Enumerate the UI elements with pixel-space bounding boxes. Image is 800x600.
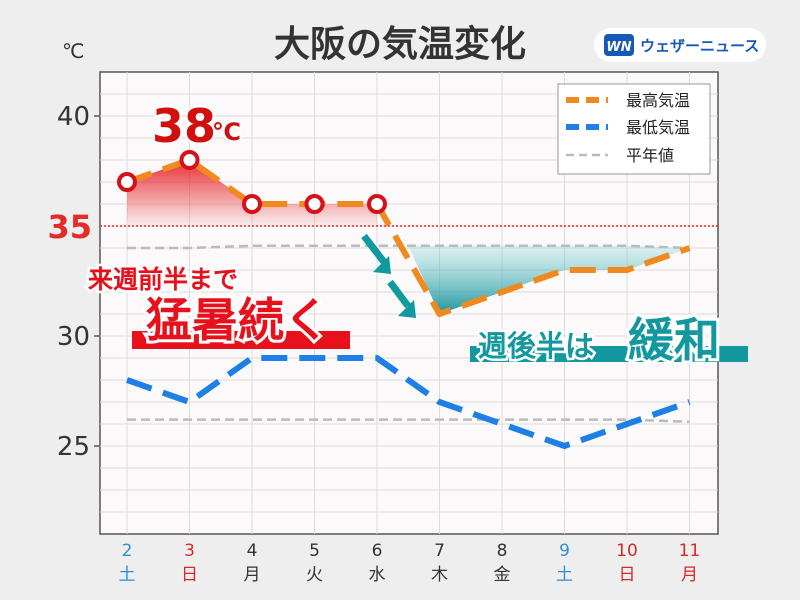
x-tick-label-weekday: 水 xyxy=(369,565,386,585)
cool-fill-area xyxy=(408,245,690,314)
high-temp-line xyxy=(126,157,691,317)
high-temp-marker xyxy=(304,194,325,214)
arrow-head-icon xyxy=(373,256,391,274)
x-tick-label-weekday: 月 xyxy=(681,565,698,585)
arrow-icon xyxy=(387,279,411,309)
y-tick-label: 25 xyxy=(57,432,90,462)
x-tick-label-weekday: 火 xyxy=(306,565,323,585)
y-tick-label: 40 xyxy=(57,102,90,132)
high-temp-marker xyxy=(117,172,137,192)
cool-arrows xyxy=(361,233,416,318)
brand-logo: WN ウェザーニュース xyxy=(594,28,766,62)
arrow-head-icon xyxy=(398,300,416,318)
chart-title: 大阪の気温変化 xyxy=(274,23,526,65)
hot-annotation: 来週前半まで 猛暑続く xyxy=(86,263,350,350)
x-tick-label-date: 10 xyxy=(616,541,638,561)
legend-label-normal: 平年値 xyxy=(626,146,674,165)
cool-annotation-line2: 緩和 xyxy=(628,313,720,367)
threshold-label: 35 xyxy=(47,208,92,246)
legend-label-high: 最高気温 xyxy=(626,91,690,110)
peak-label: 38 ℃ xyxy=(150,97,244,156)
legend: 最高気温 最低気温 平年値 xyxy=(557,83,711,175)
x-tick-label-date: 4 xyxy=(247,541,258,561)
x-tick-label-weekday: 日 xyxy=(619,565,636,585)
low-temp-line xyxy=(126,355,691,449)
hot-annotation-line1: 来週前半まで xyxy=(88,265,238,294)
x-tick-label-date: 2 xyxy=(122,541,133,561)
peak-unit: ℃ xyxy=(212,118,241,146)
x-tick-label-date: 6 xyxy=(372,541,383,561)
brand-mark: WN xyxy=(606,40,631,55)
high-temp-marker xyxy=(179,150,200,170)
x-tick-label-date: 3 xyxy=(184,541,195,561)
y-unit-label: ℃ xyxy=(62,39,84,63)
cool-annotation: 週後半は 緩和 xyxy=(470,310,748,370)
series-lines xyxy=(126,157,691,449)
x-tick-label-weekday: 木 xyxy=(431,565,448,585)
x-tick-label-date: 11 xyxy=(679,541,701,561)
x-tick-label-date: 5 xyxy=(309,541,320,561)
x-tick-label-weekday: 土 xyxy=(119,565,136,585)
cool-banner xyxy=(470,346,748,362)
threshold-group: 35 xyxy=(47,208,718,246)
x-axis: 2 土 3 日 4 月 5 火 6 水 7 木 8 金 9 土 10 日 11 月 xyxy=(119,541,701,585)
x-tick-label-weekday: 土 xyxy=(556,565,573,585)
x-tick-label-weekday: 日 xyxy=(181,565,198,585)
x-tick-label-date: 9 xyxy=(559,541,570,561)
cool-annotation-line1: 週後半は xyxy=(478,329,594,363)
peak-value: 38 xyxy=(152,99,216,153)
hot-annotation-line2: 猛暑続く xyxy=(146,293,330,347)
high-temp-marker xyxy=(242,194,262,214)
high-temp-marker xyxy=(367,194,387,214)
normal-low-line xyxy=(127,418,690,424)
y-tick-label: 30 xyxy=(57,322,90,352)
x-tick-label-date: 7 xyxy=(434,541,445,561)
x-tick-label-weekday: 金 xyxy=(494,565,511,585)
x-tick-label-date: 8 xyxy=(497,541,508,561)
hot-banner xyxy=(132,331,350,349)
x-tick-label-weekday: 月 xyxy=(244,565,261,585)
brand-name: ウェザーニュース xyxy=(640,37,759,55)
y-axis: 25 30 40 xyxy=(57,102,100,462)
point-markers xyxy=(117,150,387,214)
arrow-icon xyxy=(361,233,387,265)
legend-label-low: 最低気温 xyxy=(626,118,690,137)
